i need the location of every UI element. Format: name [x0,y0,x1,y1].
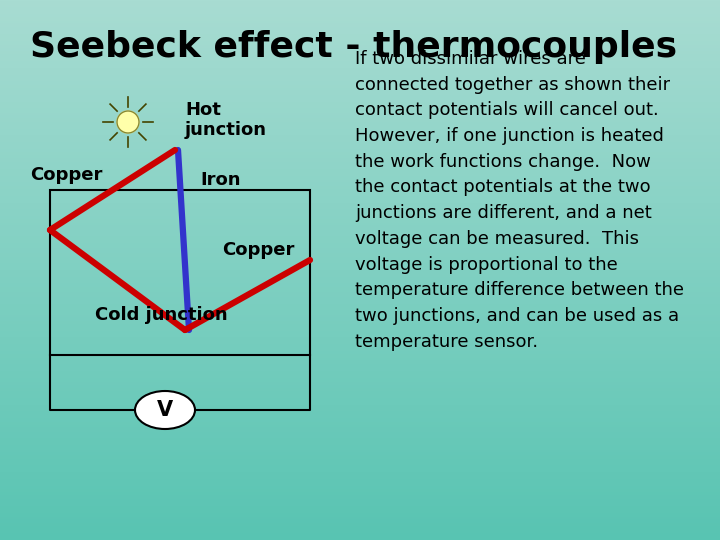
Circle shape [117,111,139,133]
Bar [50,190,310,355]
Text: Cold junction: Cold junction [95,306,228,324]
Text: Copper: Copper [222,241,294,259]
Text: Hot
junction: Hot junction [185,100,267,139]
Text: Seebeck effect - thermocouples: Seebeck effect - thermocouples [30,30,677,64]
Text: Copper: Copper [30,166,102,184]
Text: If two dissimilar wires are
connected together as shown their
contact potentials: If two dissimilar wires are connected to… [355,50,684,350]
Text: V: V [157,400,173,420]
Text: Iron: Iron [200,171,240,189]
Ellipse shape [135,391,195,429]
